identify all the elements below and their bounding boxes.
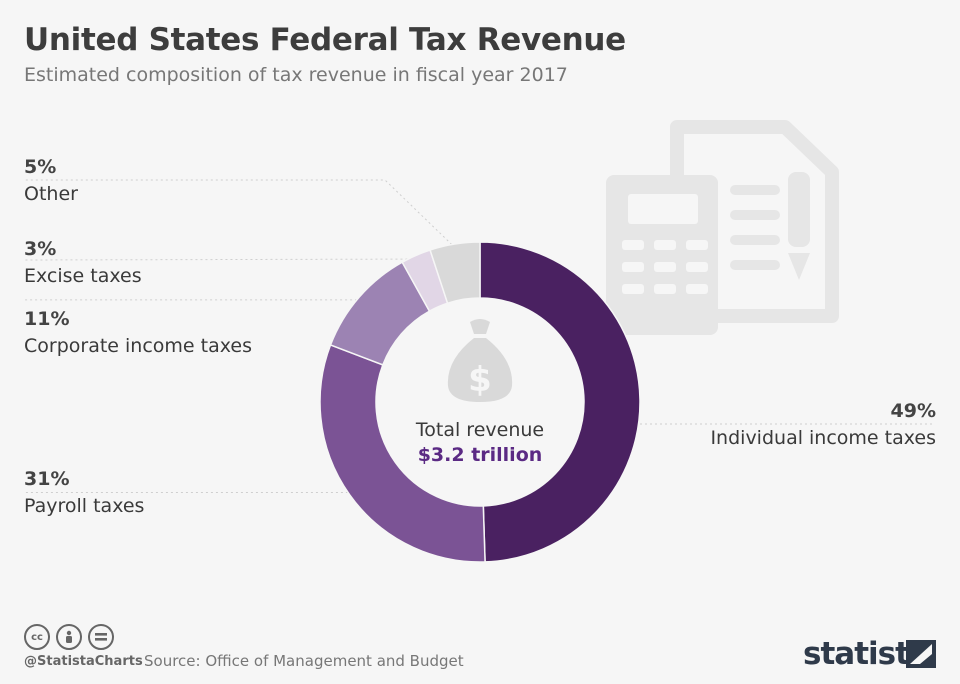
- label-name: Corporate income taxes: [24, 334, 252, 357]
- slice-payroll-taxes: [319, 343, 486, 563]
- twitter-handle[interactable]: @StatistaCharts: [24, 654, 143, 669]
- label-individual: 49% Individual income taxes: [710, 398, 936, 451]
- chart-subtitle: Estimated composition of tax revenue in …: [24, 64, 568, 86]
- label-pct: 31%: [24, 468, 70, 490]
- label-corporate: 11% Corporate income taxes: [24, 306, 252, 359]
- label-name: Other: [24, 182, 78, 205]
- chart-title: United States Federal Tax Revenue: [24, 22, 626, 58]
- label-pct: 11%: [24, 308, 70, 330]
- leader-line: [23, 258, 418, 261]
- source-note: Source: Office of Management and Budget: [144, 652, 464, 670]
- nd-icon: [88, 624, 114, 650]
- slice-other: [429, 241, 481, 305]
- label-pct: 3%: [24, 238, 57, 260]
- label-name: Excise taxes: [24, 264, 142, 287]
- svg-text:$: $: [468, 360, 492, 400]
- label-payroll: 31% Payroll taxes: [24, 466, 144, 519]
- by-icon: [56, 624, 82, 650]
- money-bag-icon: $: [447, 319, 513, 402]
- brand-logo-icon: [906, 640, 936, 668]
- slice-individual-income-taxes: [479, 241, 641, 563]
- label-pct: 5%: [24, 156, 57, 178]
- label-name: Individual income taxes: [710, 426, 936, 449]
- label-name: Payroll taxes: [24, 494, 145, 517]
- label-other: 5% Other: [24, 154, 78, 207]
- donut-slices: [319, 241, 641, 563]
- total-revenue-label: Total revenue: [415, 419, 545, 441]
- donut-center: Total revenue $3.2 trillion: [380, 418, 580, 467]
- cc-icon: cc: [24, 624, 50, 650]
- label-pct: 49%: [890, 400, 936, 422]
- total-revenue-value: $3.2 trillion: [417, 443, 543, 466]
- license-icons: cc: [24, 624, 114, 650]
- label-excise: 3% Excise taxes: [24, 236, 142, 289]
